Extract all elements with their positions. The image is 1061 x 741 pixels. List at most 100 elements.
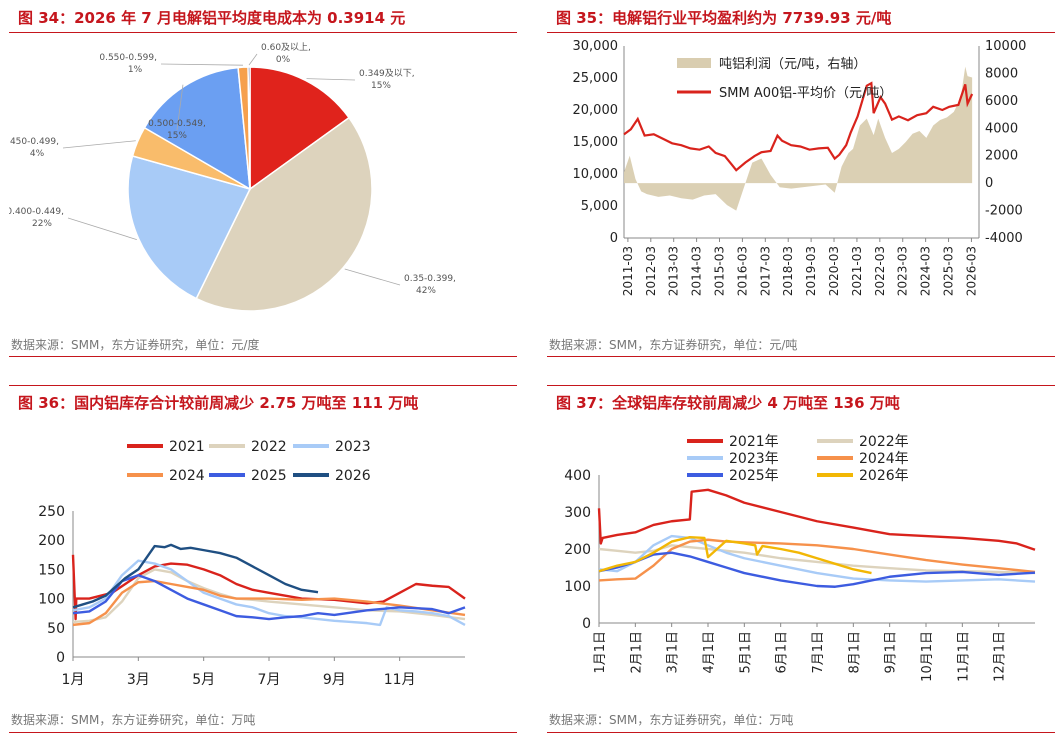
legend-label-price: SMM A00铝-平均价（元/吨） bbox=[719, 86, 892, 101]
x-tick-label: 2012-03 bbox=[644, 246, 658, 296]
legend-label: 2022年 bbox=[859, 434, 909, 450]
x-tick-label: 2020-03 bbox=[827, 246, 841, 296]
legend-label: 2026 bbox=[335, 468, 371, 484]
y-left-tick-label: 25,000 bbox=[573, 71, 619, 86]
slice-pct: 0% bbox=[276, 55, 291, 65]
pie-slice bbox=[127, 155, 252, 300]
y-right-tick-label: 6000 bbox=[985, 94, 1018, 109]
legend-label: 2021年 bbox=[729, 434, 779, 450]
pie-slice bbox=[143, 66, 251, 191]
y-tick-label: 100 bbox=[38, 592, 65, 608]
pie-chart: 0.349及以下, 15% 0.35-0.399, 42% 0.400-0.449, 22… bbox=[9, 42, 456, 312]
pie-slice bbox=[195, 116, 373, 312]
slice-label: 0.35-0.399, bbox=[404, 274, 456, 284]
pie-slice bbox=[249, 66, 351, 191]
profit-chart: 0 5,000 10,000 15,000 20,000 25,000 30,000 -400… bbox=[573, 39, 1027, 296]
slice-pct: 1% bbox=[128, 65, 143, 75]
legend-label-profit: 吨铝利润（元/吨，右轴） bbox=[719, 57, 866, 72]
slice-label: 0.450-0.499, bbox=[9, 137, 59, 147]
slice-label: 0.60及以上, bbox=[261, 42, 311, 53]
x-tick-label: 1月 bbox=[62, 672, 85, 688]
y-tick-label: 0 bbox=[582, 616, 591, 632]
series-line bbox=[72, 579, 466, 627]
slice-label: 0.500-0.549, bbox=[148, 119, 206, 129]
x-tick-label: 11月1日 bbox=[956, 631, 971, 682]
x-tick-label: 9月 bbox=[323, 672, 346, 688]
x-tick-label: 3月1日 bbox=[666, 631, 681, 674]
legend-label: 2026年 bbox=[859, 468, 909, 484]
legend-label: 2023年 bbox=[729, 451, 779, 467]
y-left-tick-label: 20,000 bbox=[573, 103, 619, 118]
x-tick-label: 3月 bbox=[127, 672, 150, 688]
x-tick-label: 8月1日 bbox=[847, 631, 862, 674]
panel-title: 图 37：全球铝库存较前周减少 4 万吨至 136 万吨 bbox=[556, 394, 900, 412]
pie-slice bbox=[247, 66, 251, 190]
series-line bbox=[72, 574, 466, 621]
x-tick-label: 9月1日 bbox=[884, 631, 899, 674]
leader-line bbox=[248, 53, 258, 66]
y-left-tick-label: 0 bbox=[610, 231, 618, 246]
domestic-inventory-chart: 0 50 100 150 200 250 1月 3月 5月 7月 9月 11月 2021 2022 2023… bbox=[38, 439, 466, 688]
bottom-divider bbox=[547, 356, 1055, 357]
x-tick-label: 2016-03 bbox=[735, 246, 749, 296]
panel-title: 图 35：电解铝行业平均盈利约为 7739.93 元/吨 bbox=[556, 9, 892, 27]
series-line bbox=[72, 559, 466, 627]
legend-label: 2022 bbox=[251, 439, 287, 455]
y-right-tick-label: -4000 bbox=[985, 231, 1023, 246]
leader-line bbox=[67, 217, 137, 241]
x-tick-label: 2015-03 bbox=[713, 246, 727, 296]
global-inventory-chart: 0 100 200 300 400 1月1日 2月1日 3月1日 4月1日 5月1日 6月1日 7月1… bbox=[564, 434, 1036, 682]
x-tick-label: 2月1日 bbox=[629, 631, 644, 674]
y-tick-label: 300 bbox=[564, 505, 591, 521]
legend-label: 2024年 bbox=[859, 451, 909, 467]
y-right-tick-label: -2000 bbox=[985, 204, 1023, 219]
slice-pct: 15% bbox=[371, 81, 391, 91]
source-note: 数据来源：SMM，东方证券研究，单位：万吨 bbox=[549, 713, 794, 727]
source-note: 数据来源：SMM，东方证券研究，单位：元/度 bbox=[11, 338, 260, 352]
y-left-tick-label: 5,000 bbox=[581, 199, 618, 214]
legend-label: 2021 bbox=[169, 439, 205, 455]
price-line bbox=[623, 81, 974, 172]
series-line bbox=[598, 551, 1036, 588]
slice-pct: 4% bbox=[30, 149, 45, 159]
x-tick-label: 2024-03 bbox=[919, 246, 933, 296]
leader-line bbox=[160, 63, 243, 66]
series-line bbox=[598, 544, 1036, 575]
leader-line bbox=[176, 84, 184, 131]
bottom-divider bbox=[547, 732, 1055, 733]
title-divider bbox=[9, 32, 517, 33]
leader-line bbox=[62, 140, 136, 149]
panel-pie: 图 34：2026 年 7 月电解铝平均度电成本为 0.3914 元 0.349… bbox=[9, 2, 517, 358]
series-line bbox=[597, 488, 1036, 551]
y-tick-label: 100 bbox=[564, 579, 591, 595]
y-tick-label: 50 bbox=[47, 621, 65, 637]
y-tick-label: 200 bbox=[564, 542, 591, 558]
panel-title: 图 36：国内铝库存合计较前周减少 2.75 万吨至 111 万吨 bbox=[18, 394, 419, 412]
y-right-tick-label: 2000 bbox=[985, 149, 1018, 164]
bottom-divider bbox=[9, 732, 517, 733]
title-divider bbox=[547, 32, 1055, 33]
y-left-tick-label: 15,000 bbox=[573, 135, 619, 150]
bottom-divider bbox=[9, 356, 517, 357]
series-line bbox=[598, 534, 1036, 583]
y-right-tick-label: 0 bbox=[985, 176, 993, 191]
legend-label: 2025年 bbox=[729, 468, 779, 484]
slice-pct: 15% bbox=[167, 131, 187, 141]
x-tick-label: 2013-03 bbox=[667, 246, 681, 296]
leader-line bbox=[306, 78, 356, 81]
x-tick-label: 2018-03 bbox=[781, 246, 795, 296]
y-tick-label: 250 bbox=[38, 504, 65, 520]
panel-profit: 图 35：电解铝行业平均盈利约为 7739.93 元/吨 0 5,000 10,00… bbox=[547, 2, 1055, 358]
series-line bbox=[72, 543, 319, 609]
panel-domestic-inventory: 图 36：国内铝库存合计较前周减少 2.75 万吨至 111 万吨 0 50 100… bbox=[9, 385, 517, 741]
slice-pct: 42% bbox=[416, 286, 436, 296]
x-tick-label: 1月1日 bbox=[593, 631, 608, 674]
x-tick-label: 7月 bbox=[258, 672, 281, 688]
slice-label: 0.400-0.449, bbox=[9, 207, 64, 217]
legend-swatch-profit bbox=[677, 58, 711, 68]
profit-area bbox=[624, 66, 973, 211]
legend-label: 2025 bbox=[251, 468, 287, 484]
x-tick-label: 2019-03 bbox=[804, 246, 818, 296]
legend-label: 2024 bbox=[169, 468, 205, 484]
x-tick-label: 11月 bbox=[384, 672, 416, 688]
